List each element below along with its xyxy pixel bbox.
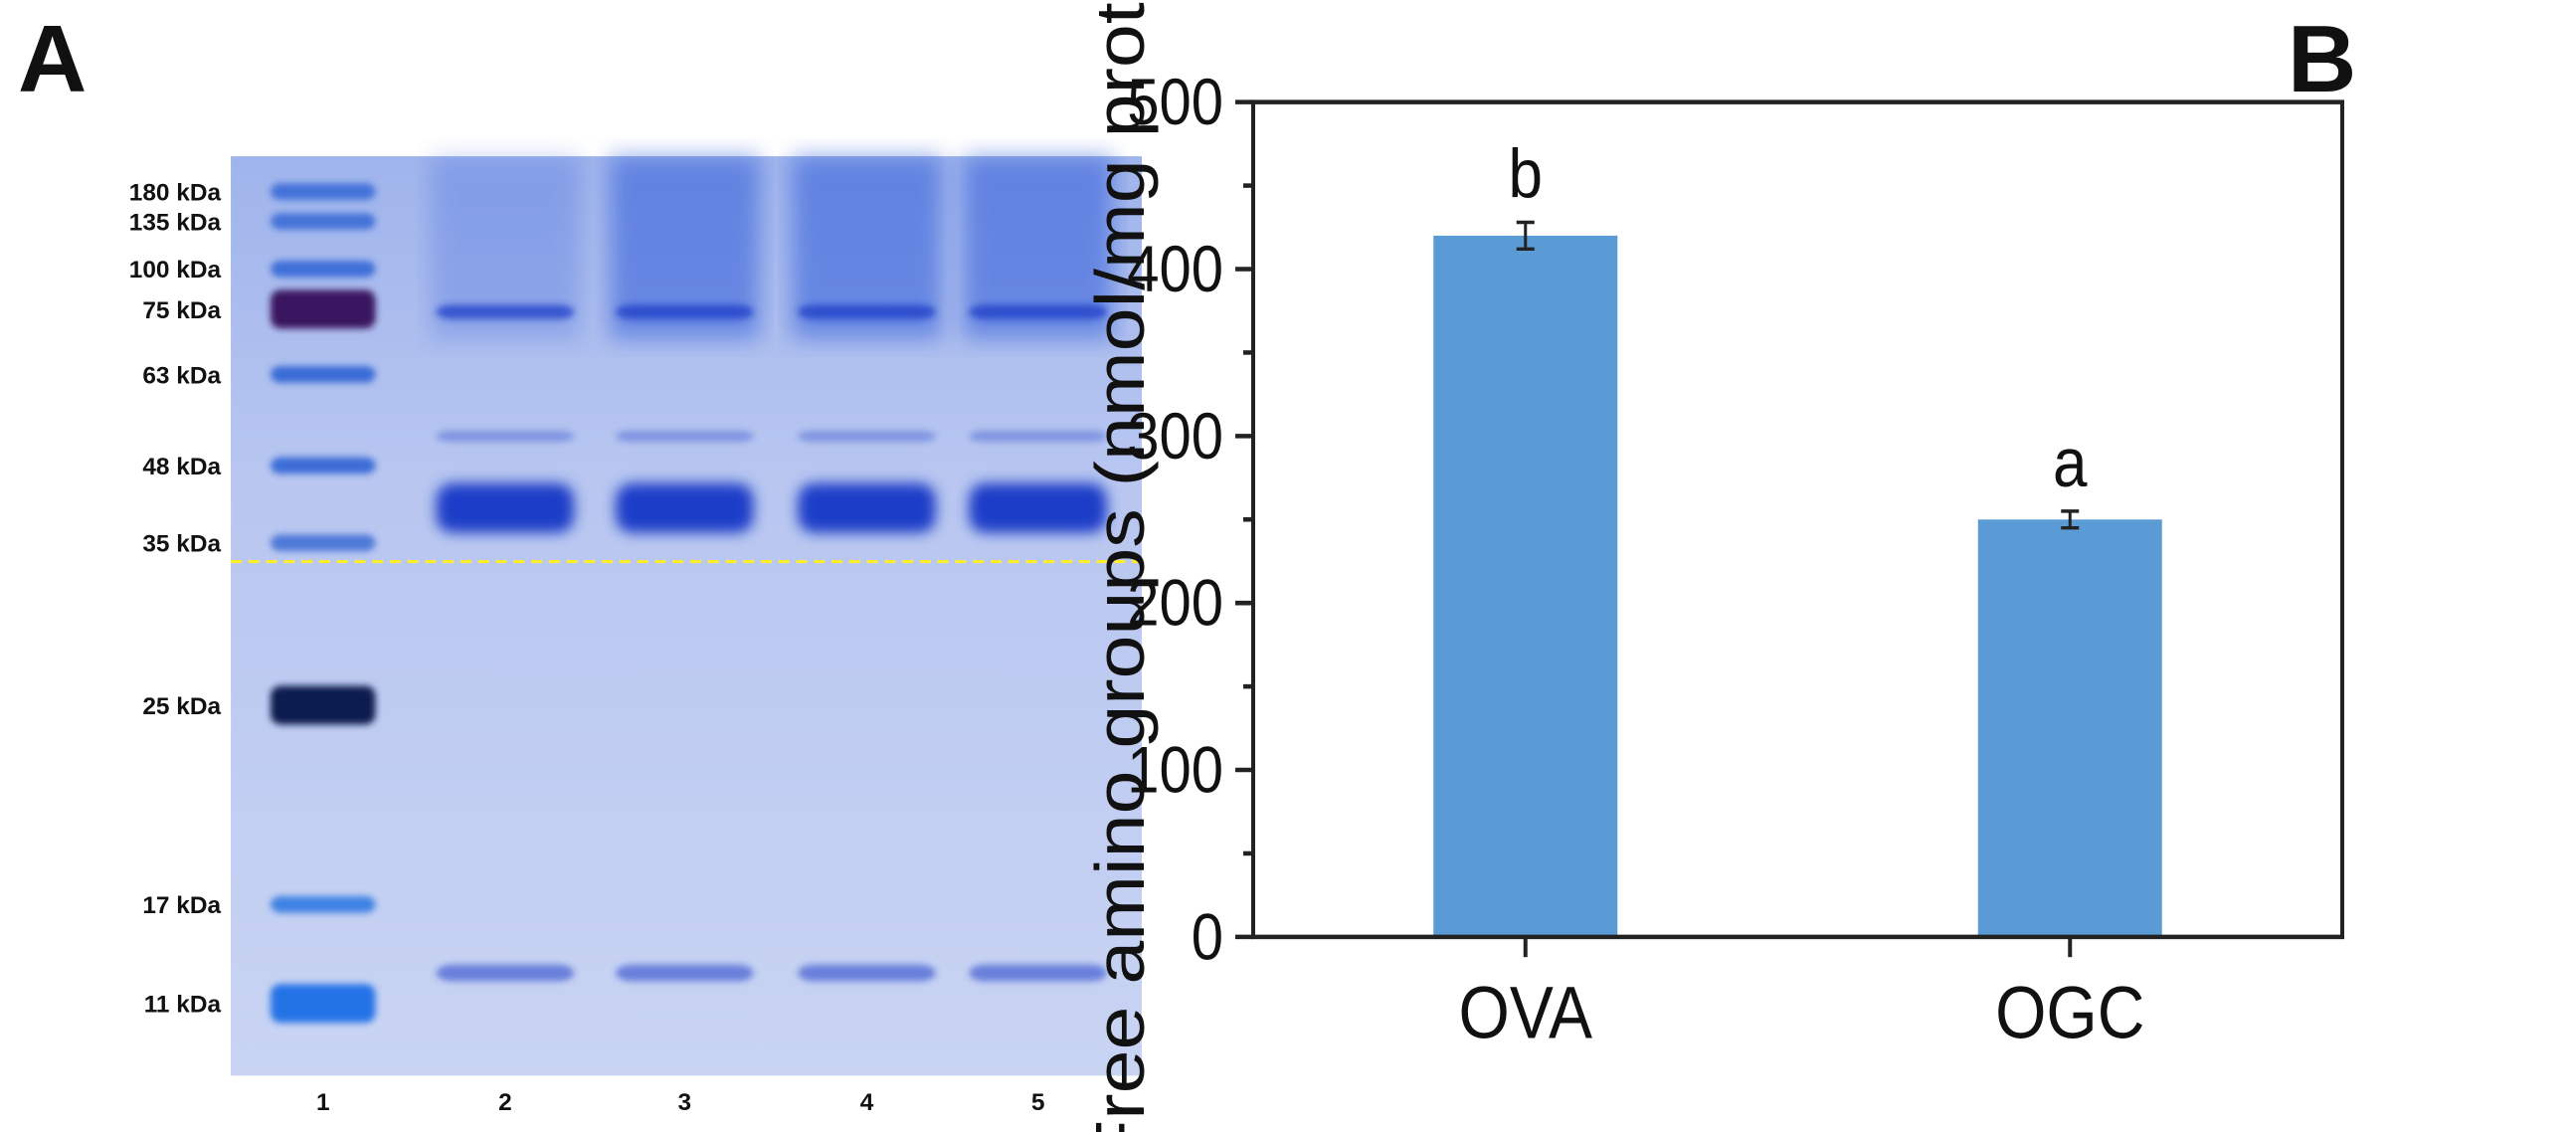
- gel-image: [231, 156, 1142, 1076]
- marker-label: 48 kDa: [142, 454, 221, 480]
- marker-band: [271, 213, 376, 230]
- sample-band: [615, 482, 754, 533]
- sample-band: [615, 964, 754, 982]
- sample-band: [969, 430, 1108, 443]
- sample-band: [798, 304, 936, 319]
- panel-label-a: A: [18, 6, 87, 112]
- marker-band: [271, 685, 376, 725]
- y-tick-label: 200: [1127, 568, 1223, 641]
- sample-band: [436, 304, 575, 319]
- sample-band: [969, 964, 1108, 982]
- lane-labels: 1 2 3 4 5: [316, 1089, 1044, 1116]
- marker-label: 63 kDa: [142, 362, 221, 389]
- significance-label: a: [2053, 425, 2088, 502]
- lane-label: 3: [678, 1089, 692, 1116]
- lane-label: 4: [860, 1089, 874, 1116]
- lane-label: 2: [498, 1089, 512, 1116]
- marker-label: 35 kDa: [142, 531, 221, 558]
- sample-band: [436, 482, 575, 533]
- marker-band: [271, 261, 376, 278]
- marker-label: 135 kDa: [129, 209, 222, 236]
- bar-ova: [1433, 235, 1618, 937]
- marker-band: [271, 183, 376, 200]
- sample-band: [798, 482, 936, 533]
- sample-band: [436, 964, 575, 982]
- sample-band: [969, 482, 1108, 533]
- y-tick-label: 300: [1127, 401, 1223, 473]
- lane-label: 5: [1031, 1089, 1045, 1116]
- y-axis-label: Free amino groups (nmol/mg protein): [1080, 0, 1159, 1132]
- panel-label-b: B: [2288, 6, 2356, 112]
- sample-band: [798, 430, 936, 443]
- gel-bands: [271, 156, 1113, 1024]
- marker-label: 180 kDa: [129, 180, 222, 207]
- x-tick-label: OVA: [1459, 971, 1593, 1054]
- y-tick-label: 100: [1127, 734, 1223, 807]
- marker-label: 17 kDa: [142, 892, 221, 919]
- marker-label: 11 kDa: [144, 992, 222, 1019]
- marker-band: [271, 984, 376, 1024]
- marker-band: [271, 457, 376, 474]
- plot-frame: [1251, 99, 2344, 940]
- sample-band: [615, 430, 754, 443]
- lane-label: 1: [316, 1089, 330, 1116]
- x-tick-label: OGC: [1995, 971, 2144, 1054]
- marker-band: [271, 366, 376, 383]
- bars: ba: [1433, 135, 2162, 937]
- y-tick-label: 400: [1127, 234, 1223, 306]
- significance-label: b: [1509, 135, 1543, 213]
- y-tick-label: 0: [1192, 901, 1223, 974]
- sample-band: [615, 304, 754, 319]
- marker-label: 100 kDa: [129, 257, 222, 283]
- y-axis-ticks: 0 100 200 300 400 500: [1127, 67, 1253, 974]
- marker-band: [271, 895, 376, 913]
- marker-band: [271, 289, 376, 329]
- marker-band: [271, 534, 376, 552]
- marker-label: 25 kDa: [142, 693, 221, 720]
- sample-band: [798, 964, 936, 982]
- marker-label: 75 kDa: [142, 297, 221, 324]
- bar-ogc: [1977, 519, 2162, 937]
- x-axis-labels: OVA OGC: [1459, 936, 2144, 1054]
- sample-band: [969, 304, 1108, 319]
- sample-band: [436, 430, 575, 443]
- y-tick-label: 500: [1127, 67, 1223, 139]
